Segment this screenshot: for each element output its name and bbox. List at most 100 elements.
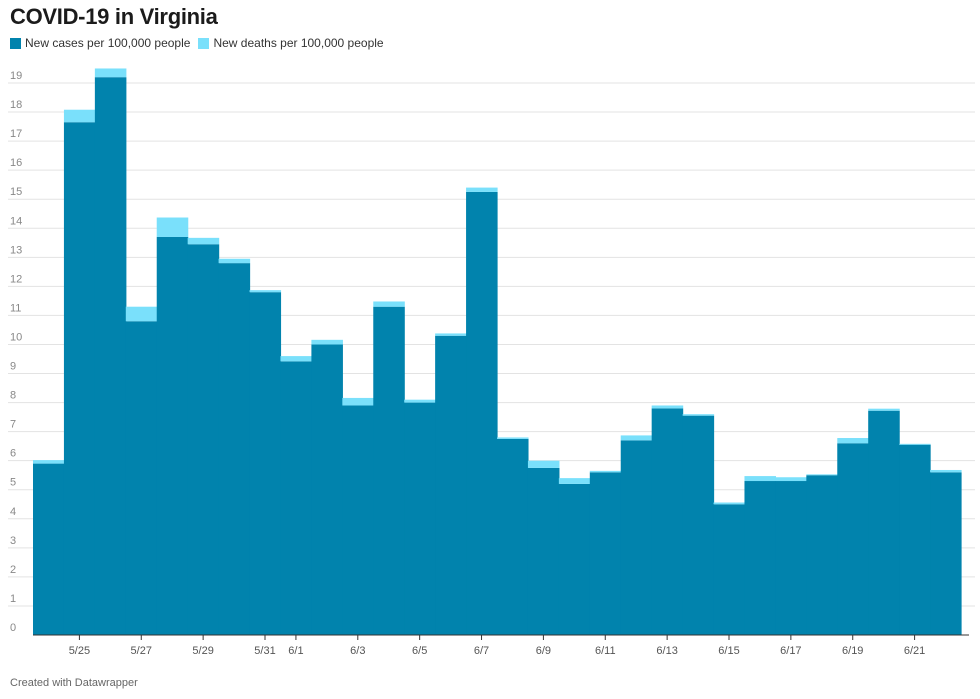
y-tick-label: 2 <box>10 564 16 576</box>
x-tick-label: 6/7 <box>474 645 489 657</box>
y-tick-label: 5 <box>10 477 16 489</box>
cases-step-6-21 <box>899 444 931 635</box>
deaths-step-6-1 <box>280 356 312 362</box>
deaths-step-6-6 <box>435 333 467 336</box>
deaths-step-6-5 <box>404 399 436 403</box>
cases-step-6-9 <box>527 467 560 635</box>
y-tick-label: 3 <box>10 535 16 547</box>
cases-step-6-4 <box>373 306 405 635</box>
x-tick-label: 6/19 <box>842 645 863 657</box>
cases-step-6-2 <box>311 344 343 635</box>
deaths-step-6-9 <box>527 460 560 468</box>
y-tick-label: 13 <box>10 244 22 256</box>
y-tick-label: 10 <box>10 331 22 343</box>
cases-step-5-24 <box>33 463 65 635</box>
y-tick-label: 18 <box>10 99 22 111</box>
cases-step-5-29 <box>187 244 220 635</box>
cases-step-6-17 <box>775 481 807 635</box>
cases-step-5-30 <box>218 263 251 635</box>
cases-step-6-14 <box>682 415 715 635</box>
deaths-step-6-15 <box>713 502 746 505</box>
cases-step-6-20 <box>868 410 900 635</box>
deaths-step-5-26 <box>94 68 127 78</box>
y-tick-label: 15 <box>10 186 22 198</box>
y-tick-label: 19 <box>10 70 22 82</box>
cases-step-5-26 <box>94 77 127 636</box>
deaths-step-5-27 <box>125 306 158 322</box>
x-tick-label: 5/25 <box>69 645 90 657</box>
cases-step-6-7 <box>466 191 498 635</box>
legend-swatch-cases <box>10 37 21 49</box>
cases-step-6-13 <box>651 408 684 635</box>
x-tick-label: 6/11 <box>595 645 616 657</box>
deaths-step-6-8 <box>497 437 529 439</box>
x-tick-label: 5/31 <box>254 645 275 657</box>
deaths-step-6-4 <box>373 301 405 307</box>
cases-step-6-11 <box>589 472 622 635</box>
deaths-step-6-13 <box>651 405 684 409</box>
deaths-step-5-29 <box>187 237 220 245</box>
cases-step-6-18 <box>806 475 838 635</box>
deaths-step-6-11 <box>589 470 622 473</box>
cases-step-5-28 <box>156 236 189 635</box>
y-tick-label: 9 <box>10 361 16 373</box>
y-tick-label: 14 <box>10 215 22 227</box>
legend-label-deaths: New deaths per 100,000 people <box>213 36 384 50</box>
x-tick-label: 6/15 <box>718 645 739 657</box>
y-tick-label: 8 <box>10 390 16 402</box>
deaths-step-5-28 <box>156 217 189 237</box>
cases-step-6-6 <box>435 335 467 635</box>
y-tick-label: 17 <box>10 128 22 140</box>
cases-step-5-31 <box>249 292 282 635</box>
deaths-step-6-19 <box>837 438 869 444</box>
chart-areas <box>33 68 962 636</box>
credit-text: Created with Datawrapper <box>10 677 138 689</box>
deaths-step-6-16 <box>744 476 776 482</box>
deaths-step-6-17 <box>775 477 807 482</box>
cases-step-6-3 <box>342 405 374 635</box>
x-tick-label: 6/17 <box>780 645 801 657</box>
deaths-step-5-25 <box>63 109 96 123</box>
deaths-step-6-2 <box>311 339 343 345</box>
cases-step-6-8 <box>497 438 529 635</box>
cases-step-6-15 <box>713 504 746 635</box>
legend-item-deaths: New deaths per 100,000 people <box>198 36 384 50</box>
deaths-step-6-20 <box>868 408 900 411</box>
deaths-step-6-12 <box>620 435 653 441</box>
cases-step-6-16 <box>744 481 776 635</box>
y-tick-label: 4 <box>10 506 16 518</box>
deaths-step-6-22 <box>930 469 962 473</box>
deaths-step-6-7 <box>466 187 498 192</box>
x-tick-label: 6/21 <box>904 645 925 657</box>
cases-step-5-27 <box>125 321 158 635</box>
cases-step-6-12 <box>620 440 653 635</box>
y-tick-label: 6 <box>10 448 16 460</box>
deaths-step-6-3 <box>342 397 374 406</box>
cases-step-6-22 <box>930 472 962 635</box>
deaths-step-5-24 <box>33 460 65 464</box>
x-tick-label: 6/5 <box>412 645 427 657</box>
deaths-step-6-18 <box>806 474 838 476</box>
x-tick-label: 5/29 <box>192 645 213 657</box>
cases-step-6-5 <box>404 402 436 635</box>
deaths-step-5-31 <box>249 290 282 293</box>
x-tick-label: 6/9 <box>536 645 551 657</box>
legend-label-cases: New cases per 100,000 people <box>25 36 191 50</box>
y-tick-label: 16 <box>10 157 22 169</box>
deaths-step-6-14 <box>682 414 715 416</box>
chart-title: COVID-19 in Virginia <box>10 4 218 29</box>
y-tick-label: 7 <box>10 419 16 431</box>
x-tick-label: 6/13 <box>656 645 677 657</box>
legend-item-cases: New cases per 100,000 people <box>10 36 190 50</box>
deaths-step-6-21 <box>899 443 931 445</box>
x-tick-label: 6/1 <box>288 645 303 657</box>
cases-step-6-1 <box>280 361 312 635</box>
cases-step-6-19 <box>837 443 869 635</box>
legend: New cases per 100,000 people New deaths … <box>10 36 392 50</box>
x-tick-label: 6/3 <box>350 645 365 657</box>
deaths-step-5-30 <box>218 258 251 264</box>
y-tick-label: 1 <box>10 593 16 605</box>
